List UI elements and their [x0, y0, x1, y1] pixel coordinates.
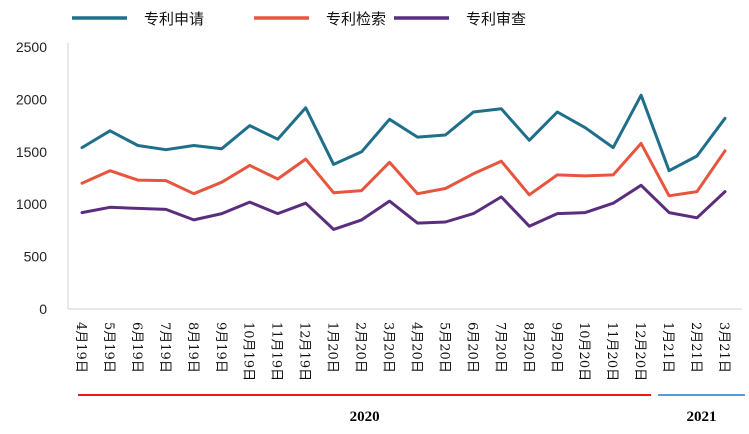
x-tick-label: 9月19日 — [213, 322, 228, 373]
legend-label: 专利检索 — [326, 10, 386, 28]
series-line-3 — [80, 183, 727, 231]
x-tick-label: 5月19日 — [101, 322, 116, 373]
x-tick-label: 3月20日 — [381, 322, 396, 373]
x-tick-label: 12月19日 — [297, 322, 312, 381]
x-tick-label: 4月20日 — [408, 322, 423, 373]
y-axis: 0 500 1000 1500 2000 2500 — [16, 39, 69, 317]
x-tick-label: 2月21日 — [688, 322, 703, 373]
x-tick-label: 3月21日 — [716, 322, 731, 373]
y-tick-label: 2500 — [16, 39, 47, 55]
legend-label: 专利审查 — [466, 10, 526, 28]
year-groups: 2020 2021 — [78, 394, 745, 425]
x-axis: 4月19日 5月19日 6月19日 7月19日 8月19日 9月19日 10月19日 11月1… — [68, 308, 742, 381]
x-tick-label: 7月19日 — [157, 322, 172, 373]
x-tick-label: 8月20日 — [520, 322, 535, 373]
y-tick-label: 2000 — [16, 91, 47, 107]
year-label: 2020 — [350, 409, 380, 425]
x-tick-label: 6月19日 — [129, 322, 144, 373]
x-tick-label: 10月20日 — [576, 322, 591, 381]
x-tick-label: 4月19日 — [73, 322, 88, 373]
x-tick-label: 8月19日 — [185, 322, 200, 373]
y-tick-label: 0 — [39, 301, 47, 317]
x-tick-label: 11月20日 — [604, 322, 619, 381]
x-tick-label: 7月20日 — [492, 322, 507, 373]
y-tick-label: 1500 — [16, 144, 47, 160]
x-tick-label: 5月20日 — [436, 322, 451, 373]
series-line-2 — [80, 141, 727, 198]
x-tick-label: 1月21日 — [660, 322, 675, 373]
plot-area — [80, 93, 727, 231]
x-tick-label: 12月20日 — [632, 322, 647, 381]
year-label: 2021 — [687, 409, 717, 425]
y-tick-label: 500 — [24, 249, 48, 265]
legend: 专利申请 专利检索 专利审查 — [72, 10, 526, 28]
legend-label: 专利申请 — [144, 10, 204, 28]
x-tick-label: 11月19日 — [269, 322, 284, 381]
x-tick-label: 9月20日 — [548, 322, 563, 373]
y-tick-label: 1000 — [16, 196, 47, 212]
x-tick-label: 10月19日 — [241, 322, 256, 381]
x-tick-label: 2月20日 — [353, 322, 368, 373]
x-tick-label: 1月20日 — [325, 322, 340, 373]
series-line-1 — [80, 93, 727, 173]
x-tick-label: 6月20日 — [464, 322, 479, 373]
